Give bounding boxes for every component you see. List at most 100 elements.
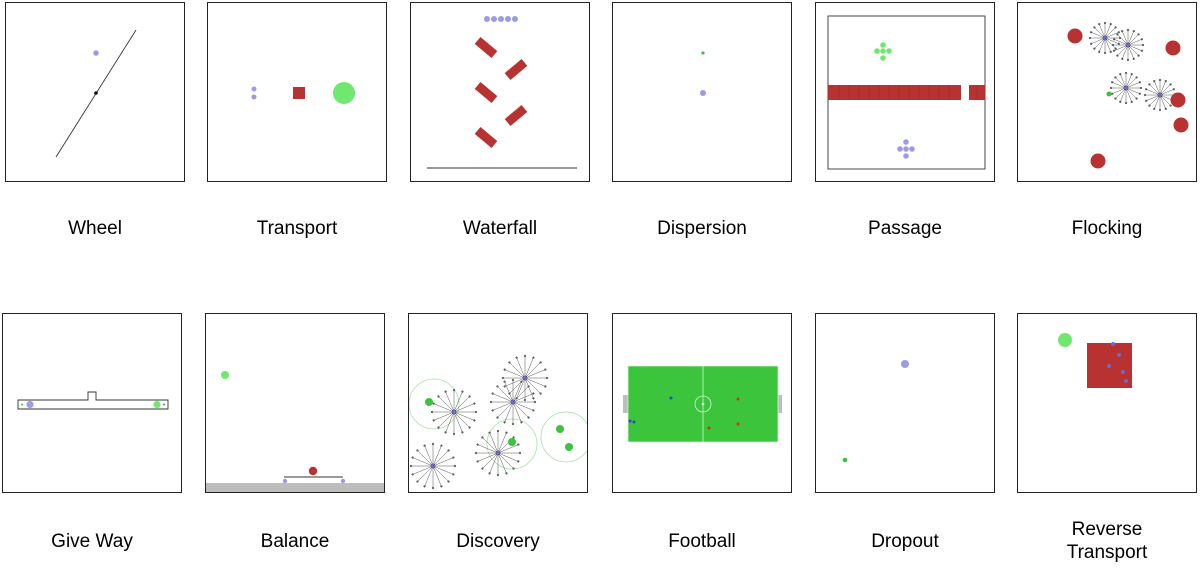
flocking-ray-tip: [1148, 104, 1151, 107]
give-way-agent-marker: [163, 403, 165, 406]
discovery-agent: [510, 399, 516, 405]
football-scene: [623, 365, 782, 443]
discovery-ray-tip: [496, 473, 500, 477]
waterfall-obstacle: [474, 81, 498, 104]
flocking-ray-tip: [1109, 86, 1113, 90]
discovery-ray: [453, 411, 463, 433]
discovery-target: [565, 443, 573, 451]
flocking-agent: [1123, 85, 1129, 91]
discovery-ray: [497, 444, 519, 454]
flocking-obstacle: [1067, 28, 1083, 44]
discovery-ray-tip: [409, 464, 413, 468]
waterfall-obstacle: [474, 126, 498, 149]
give-way-scene: [17, 391, 169, 410]
discovery-ray: [445, 411, 455, 433]
flocking-ray-tip: [1114, 97, 1117, 100]
flocking-ray: [1146, 94, 1161, 101]
flocking-ray: [1094, 37, 1106, 49]
dispersion-panel: [612, 2, 792, 182]
discovery-ray-tip: [437, 395, 440, 398]
reverse-transport-agent: [1124, 379, 1128, 383]
flocking-ray: [1159, 81, 1166, 96]
discovery-ray-tip: [503, 421, 506, 424]
discovery-ray-tip: [430, 410, 434, 414]
discovery-ray-tip: [511, 422, 515, 426]
flocking-ray-tip: [1098, 22, 1101, 26]
passage-goal: [880, 42, 886, 48]
discovery-ray: [524, 369, 546, 379]
flocking-ray: [1149, 84, 1161, 96]
passage-goal: [880, 55, 886, 61]
discovery-ray-tip: [505, 431, 508, 434]
discovery-ray-tip: [431, 442, 435, 446]
transport-scene: [251, 82, 355, 104]
discovery-ray: [516, 377, 526, 399]
flocking-ray: [1159, 94, 1171, 106]
flocking-ray-tip: [1144, 88, 1148, 91]
discovery-ray-tip: [488, 431, 491, 434]
flocking-obstacle: [1090, 153, 1106, 169]
flocking-agent: [1102, 35, 1108, 41]
balance-agent: [340, 478, 346, 484]
discovery-sensing-range: [540, 411, 587, 463]
discovery-ray: [424, 445, 434, 467]
flocking-ray-tip: [1130, 100, 1133, 104]
discovery-ray-tip: [511, 378, 515, 382]
flocking-ray: [1159, 84, 1171, 96]
flocking-ray-tip: [1116, 33, 1119, 36]
label-football: Football: [668, 531, 736, 552]
discovery-ray-tip: [520, 380, 523, 383]
flocking-ray: [1120, 87, 1127, 102]
discovery-ray-tip: [447, 449, 450, 452]
discovery-ray: [524, 377, 546, 387]
discovery-ray: [504, 381, 514, 403]
flocking-ray-tip: [1112, 49, 1116, 52]
discovery-ray: [504, 369, 526, 379]
discovery-ray-tip: [411, 473, 414, 476]
discovery-ray-tip: [532, 397, 535, 400]
transport-package: [293, 87, 305, 99]
passage-agent: [903, 146, 909, 152]
discovery-ray-tip: [411, 456, 414, 459]
reverse-transport-agent: [1117, 353, 1121, 357]
football-red-player: [707, 426, 711, 430]
label-dropout: Dropout: [871, 531, 939, 552]
waterfall-agent: [512, 16, 518, 22]
football-center-circle: [694, 395, 712, 413]
discovery-ray: [453, 403, 475, 413]
football-red-player: [736, 422, 740, 426]
label-flocking: Flocking: [1071, 218, 1143, 239]
discovery-ray-tip: [452, 432, 456, 436]
discovery-ray-tip: [518, 451, 522, 455]
flocking-ray-tip: [1114, 26, 1117, 29]
passage-wall: [828, 85, 961, 100]
discovery-ray: [445, 391, 455, 413]
discovery-ray-tip: [473, 402, 476, 405]
discovery-ray-tip: [533, 400, 537, 404]
discovery-ray-tip: [416, 480, 419, 483]
flocking-ray: [1120, 74, 1127, 89]
flocking-ray: [1104, 32, 1119, 39]
discovery-ray: [512, 401, 529, 418]
discovery-ray: [512, 401, 522, 423]
flocking-ray-tip: [1121, 29, 1124, 33]
discovery-ray: [492, 401, 514, 411]
football-goal-left: [623, 395, 628, 413]
discovery-ray: [489, 432, 499, 454]
discovery-ray: [497, 401, 514, 418]
reverse-transport-agent: [1121, 370, 1125, 374]
discovery-ray-tip: [473, 419, 476, 422]
label-discovery: Discovery: [456, 531, 540, 552]
passage-goal: [886, 48, 892, 54]
flocking-ray: [1112, 82, 1127, 89]
discovery-ray: [477, 444, 499, 454]
discovery-ray-tip: [423, 444, 426, 447]
discovery-agent: [430, 463, 436, 469]
passage-goal: [874, 48, 880, 54]
flocking-ray: [1127, 34, 1139, 46]
discovery-target: [556, 425, 564, 433]
reverse-transport-agent: [1111, 342, 1115, 346]
discovery-ray: [433, 411, 455, 421]
discovery-ray: [497, 452, 519, 462]
flocking-ray: [1127, 44, 1142, 51]
